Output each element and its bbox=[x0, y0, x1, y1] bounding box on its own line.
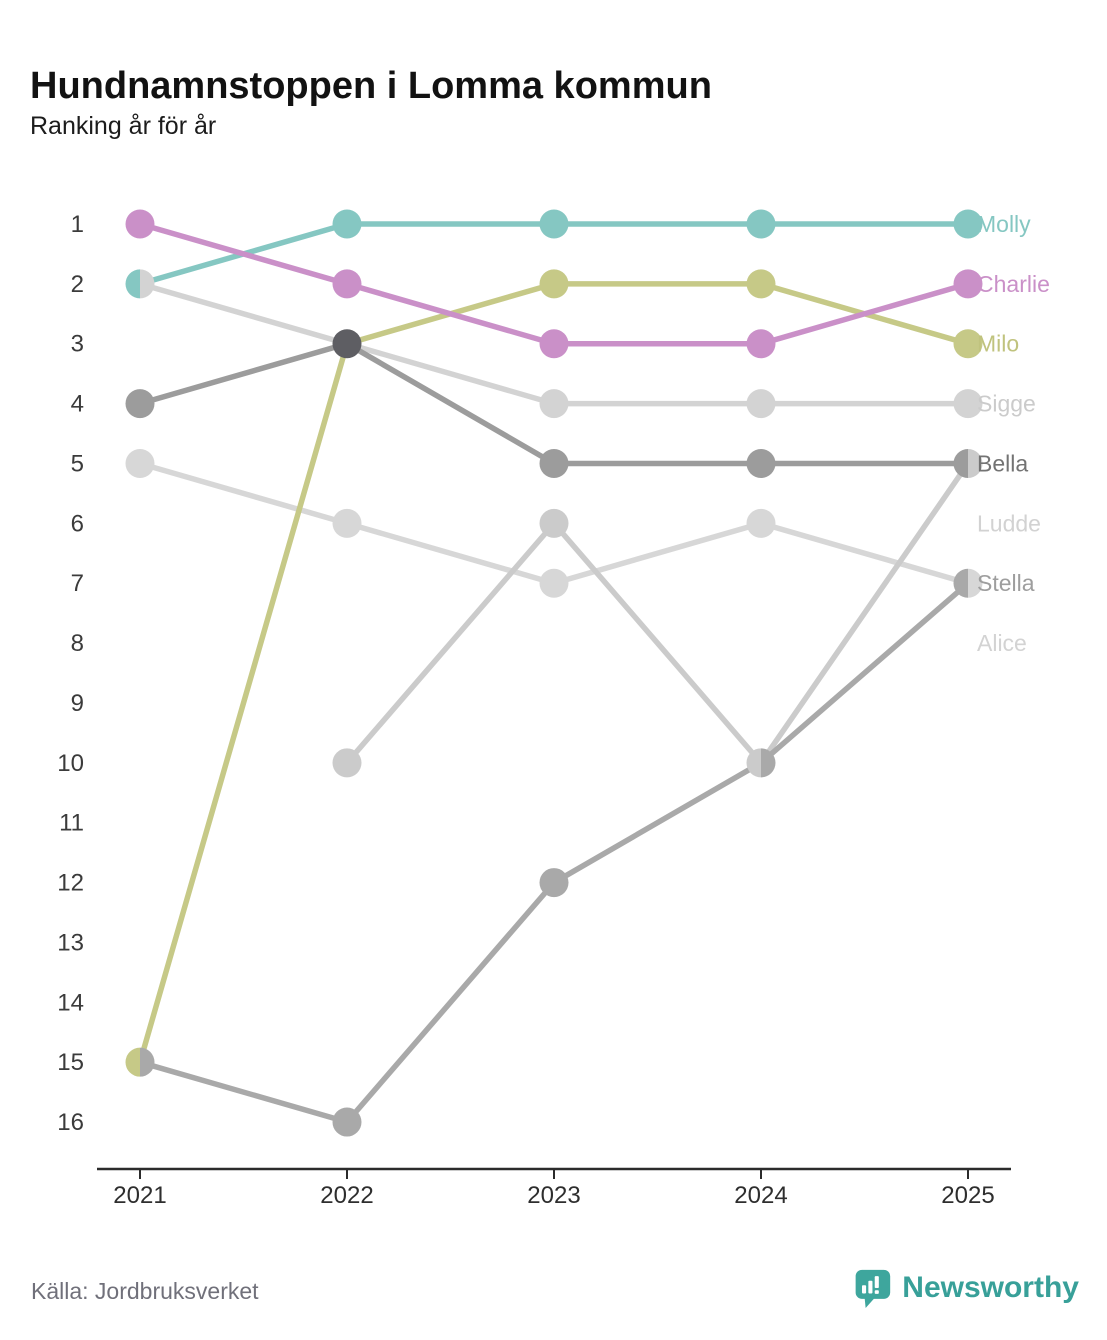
series-label-bella: Bella bbox=[977, 450, 1028, 476]
series-line-stella bbox=[139, 581, 970, 1126]
marker-molly-2025 bbox=[953, 209, 983, 239]
marker-milo-2023 bbox=[539, 269, 569, 299]
marker-charlie-2021 bbox=[125, 209, 155, 239]
marker-charlie-2024 bbox=[746, 329, 776, 359]
x-tick-label-2022: 2022 bbox=[320, 1182, 373, 1209]
marker-half-stella-2021 bbox=[140, 1047, 155, 1077]
series-label-stella: Stella bbox=[977, 570, 1035, 596]
marker-half-milo-2021 bbox=[125, 1047, 140, 1077]
y-tick-label-10: 10 bbox=[57, 750, 84, 777]
marker-half-alice-2025 bbox=[968, 568, 983, 598]
y-tick-label-4: 4 bbox=[71, 391, 84, 418]
marker-molly-2024 bbox=[746, 209, 776, 239]
x-tick-label-2023: 2023 bbox=[527, 1182, 580, 1209]
marker-sigge-2024 bbox=[746, 389, 776, 419]
y-tick-label-12: 12 bbox=[57, 870, 84, 897]
y-tick-label-5: 5 bbox=[71, 450, 84, 477]
series-label-sigge: Sigge bbox=[977, 391, 1036, 417]
y-tick-label-6: 6 bbox=[71, 510, 84, 537]
marker-sigge-2025 bbox=[953, 389, 983, 419]
x-tick-label-2024: 2024 bbox=[734, 1182, 787, 1209]
marker-bella-2023 bbox=[539, 448, 569, 478]
marker-half-molly-2021 bbox=[125, 269, 140, 299]
marker-stella-2022 bbox=[332, 1107, 362, 1137]
y-tick-label-9: 9 bbox=[71, 690, 84, 717]
y-tick-label-2: 2 bbox=[71, 271, 84, 298]
marker-sigge-2023 bbox=[539, 389, 569, 419]
series-label-ludde: Ludde bbox=[977, 510, 1041, 536]
marker-alice-2024 bbox=[746, 508, 776, 538]
marker-alice-2021 bbox=[125, 448, 155, 478]
marker-molly-2022 bbox=[332, 209, 362, 239]
marker-charlie-2025 bbox=[953, 269, 983, 299]
x-tick-label-2025: 2025 bbox=[941, 1182, 994, 1209]
y-tick-label-11: 11 bbox=[59, 810, 84, 837]
x-tick-label-2021: 2021 bbox=[113, 1182, 166, 1209]
marker-molly-2023 bbox=[539, 209, 569, 239]
marker-half-stella-2024 bbox=[761, 748, 776, 778]
marker-half-bella-2025 bbox=[953, 448, 968, 478]
marker-half-ludde-2024 bbox=[746, 748, 761, 778]
series-line-ludde bbox=[344, 461, 971, 768]
marker-milo-2024 bbox=[746, 269, 776, 299]
marker-half-stella-2025 bbox=[953, 568, 968, 598]
series-label-molly: Molly bbox=[977, 211, 1031, 237]
marker-tie-2022 bbox=[332, 329, 362, 359]
marker-bella-2024 bbox=[746, 448, 776, 478]
brand-name: Newsworthy bbox=[902, 1271, 1079, 1304]
series-label-milo: Milo bbox=[977, 331, 1019, 357]
marker-ludde-2023 bbox=[539, 508, 569, 538]
series-label-charlie: Charlie bbox=[977, 271, 1050, 297]
marker-half-ludde-2025 bbox=[968, 448, 983, 478]
marker-milo-2025 bbox=[953, 329, 983, 359]
marker-alice-2023 bbox=[539, 568, 569, 598]
marker-charlie-2023 bbox=[539, 329, 569, 359]
y-tick-label-14: 14 bbox=[57, 989, 84, 1016]
y-tick-label-3: 3 bbox=[71, 331, 84, 358]
y-tick-label-1: 1 bbox=[71, 211, 84, 238]
y-tick-label-15: 15 bbox=[57, 1049, 84, 1076]
marker-half-sigge-2021 bbox=[140, 269, 155, 299]
y-tick-label-16: 16 bbox=[57, 1109, 84, 1136]
chart-subtitle: Ranking år för år bbox=[30, 112, 217, 140]
series-label-alice: Alice bbox=[977, 630, 1027, 656]
marker-bella-2021 bbox=[125, 389, 155, 419]
brand-logo: Newsworthy bbox=[852, 1266, 1079, 1310]
chart-title: Hundnamnstoppen i Lomma kommun bbox=[30, 65, 712, 108]
marker-ludde-2022 bbox=[332, 748, 362, 778]
source-note: Källa: Jordbruksverket bbox=[31, 1278, 259, 1304]
marker-stella-2023 bbox=[539, 868, 569, 898]
y-tick-label-8: 8 bbox=[71, 630, 84, 657]
marker-alice-2022 bbox=[332, 508, 362, 538]
marker-charlie-2022 bbox=[332, 269, 362, 299]
y-tick-label-7: 7 bbox=[71, 570, 84, 597]
y-tick-label-13: 13 bbox=[57, 929, 84, 956]
newsworthy-icon bbox=[855, 1269, 891, 1308]
